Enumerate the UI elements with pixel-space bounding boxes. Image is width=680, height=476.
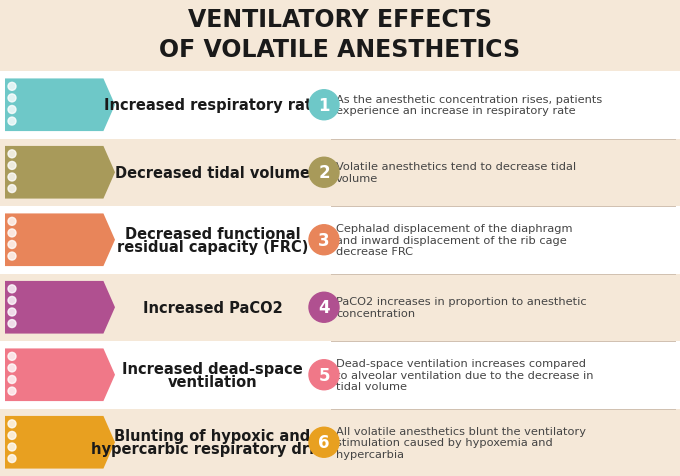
Text: Decreased functional: Decreased functional xyxy=(124,226,301,241)
Circle shape xyxy=(8,162,16,170)
FancyBboxPatch shape xyxy=(0,408,680,476)
Circle shape xyxy=(309,225,339,255)
Polygon shape xyxy=(5,79,115,132)
Circle shape xyxy=(8,387,16,395)
Circle shape xyxy=(8,229,16,238)
Polygon shape xyxy=(5,349,115,401)
Text: residual capacity (FRC): residual capacity (FRC) xyxy=(117,239,308,254)
Text: Increased dead-space: Increased dead-space xyxy=(122,361,303,376)
Text: hypercarbic respiratory drive: hypercarbic respiratory drive xyxy=(91,441,334,456)
Text: 4: 4 xyxy=(318,298,330,317)
Text: OF VOLATILE ANESTHETICS: OF VOLATILE ANESTHETICS xyxy=(159,38,521,62)
Text: 3: 3 xyxy=(318,231,330,249)
Circle shape xyxy=(8,443,16,451)
Text: decrease FRC: decrease FRC xyxy=(336,247,413,257)
FancyBboxPatch shape xyxy=(0,274,680,341)
Circle shape xyxy=(8,376,16,384)
Circle shape xyxy=(8,218,16,226)
Polygon shape xyxy=(5,416,115,468)
Polygon shape xyxy=(5,147,115,199)
Circle shape xyxy=(8,118,16,126)
Text: concentration: concentration xyxy=(336,308,415,318)
Circle shape xyxy=(8,353,16,360)
Text: VENTILATORY EFFECTS: VENTILATORY EFFECTS xyxy=(188,8,492,32)
Circle shape xyxy=(8,253,16,260)
Text: experience an increase in respiratory rate: experience an increase in respiratory ra… xyxy=(336,106,576,116)
Circle shape xyxy=(8,432,16,439)
Circle shape xyxy=(8,420,16,428)
Text: Dead-space ventilation increases compared: Dead-space ventilation increases compare… xyxy=(336,358,586,368)
Circle shape xyxy=(8,297,16,305)
Text: Increased PaCO2: Increased PaCO2 xyxy=(143,300,282,315)
Polygon shape xyxy=(5,214,115,267)
Text: Cephalad displacement of the diaphragm: Cephalad displacement of the diaphragm xyxy=(336,224,573,234)
Circle shape xyxy=(309,360,339,390)
Circle shape xyxy=(309,427,339,457)
Text: 2: 2 xyxy=(318,164,330,182)
Circle shape xyxy=(309,293,339,323)
Circle shape xyxy=(309,90,339,120)
Text: PaCO2 increases in proportion to anesthetic: PaCO2 increases in proportion to anesthe… xyxy=(336,297,587,307)
Circle shape xyxy=(8,106,16,114)
FancyBboxPatch shape xyxy=(0,207,680,274)
Circle shape xyxy=(8,174,16,182)
Circle shape xyxy=(8,185,16,193)
Circle shape xyxy=(8,455,16,463)
Polygon shape xyxy=(5,281,115,334)
Text: to alveolar ventilation due to the decrease in: to alveolar ventilation due to the decre… xyxy=(336,370,594,380)
Text: 1: 1 xyxy=(318,97,330,115)
Circle shape xyxy=(8,241,16,249)
Circle shape xyxy=(309,158,339,188)
Text: As the anesthetic concentration rises, patients: As the anesthetic concentration rises, p… xyxy=(336,95,602,105)
Text: and inward displacement of the rib cage: and inward displacement of the rib cage xyxy=(336,235,566,245)
FancyBboxPatch shape xyxy=(0,341,680,408)
Text: stimulation caused by hypoxemia and: stimulation caused by hypoxemia and xyxy=(336,437,553,447)
Text: 5: 5 xyxy=(318,366,330,384)
Circle shape xyxy=(8,364,16,372)
Circle shape xyxy=(8,83,16,91)
Text: Increased respiratory rate: Increased respiratory rate xyxy=(103,98,322,113)
Circle shape xyxy=(8,95,16,103)
Circle shape xyxy=(8,320,16,328)
Circle shape xyxy=(8,150,16,159)
Text: Volatile anesthetics tend to decrease tidal: Volatile anesthetics tend to decrease ti… xyxy=(336,162,576,172)
Text: ventilation: ventilation xyxy=(168,374,257,389)
Circle shape xyxy=(8,308,16,317)
Circle shape xyxy=(8,285,16,293)
Text: 6: 6 xyxy=(318,433,330,451)
Text: hypercarbia: hypercarbia xyxy=(336,449,404,459)
FancyBboxPatch shape xyxy=(0,72,680,139)
FancyBboxPatch shape xyxy=(0,139,680,207)
Text: volume: volume xyxy=(336,174,378,184)
Text: All volatile anesthetics blunt the ventilatory: All volatile anesthetics blunt the venti… xyxy=(336,426,586,436)
Text: Decreased tidal volume: Decreased tidal volume xyxy=(115,165,310,180)
Text: tidal volume: tidal volume xyxy=(336,381,407,391)
Text: Blunting of hypoxic and: Blunting of hypoxic and xyxy=(114,428,311,443)
